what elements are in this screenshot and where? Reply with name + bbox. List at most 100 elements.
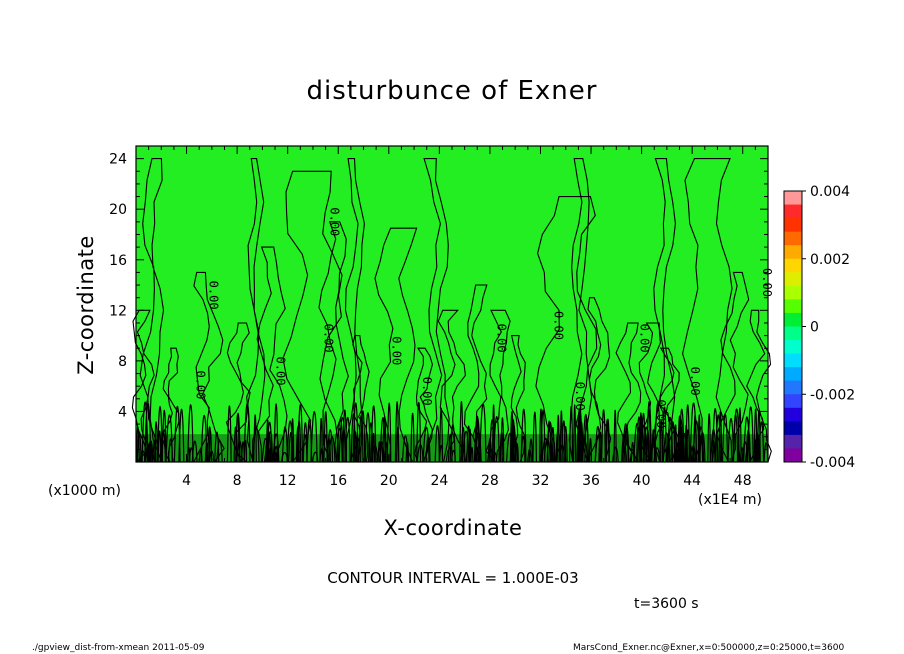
x-tick-label: 24 xyxy=(430,473,448,489)
contour-line xyxy=(286,420,294,463)
contour-line xyxy=(410,412,415,463)
contour-line xyxy=(493,416,500,463)
colorbar-label: -0.004 xyxy=(810,455,855,471)
contour-line xyxy=(556,414,560,463)
contour-line xyxy=(377,441,384,463)
contour-line xyxy=(311,451,319,463)
contour-line xyxy=(475,415,479,463)
contour-line xyxy=(439,407,444,463)
contour-line xyxy=(136,431,142,463)
contour-line xyxy=(514,443,519,463)
y-tick-label: 24 xyxy=(109,152,127,168)
contour-line xyxy=(297,404,303,463)
contour-line xyxy=(368,422,374,463)
contour-line xyxy=(342,409,347,463)
contour-line xyxy=(226,405,232,463)
contour-line xyxy=(336,427,343,463)
contour-line xyxy=(318,221,349,463)
contour-interval-text: CONTOUR INTERVAL = 1.000E-03 xyxy=(327,569,579,587)
contour-line xyxy=(386,402,392,463)
contour-line xyxy=(139,158,165,463)
contour-line xyxy=(581,440,588,463)
contour-line xyxy=(613,409,617,463)
contour-line xyxy=(438,444,444,463)
footer-right: MarsCond_Exner.nc@Exner,x=0:500000,z=0:2… xyxy=(573,643,845,653)
x-tick-label: 4 xyxy=(182,473,191,489)
contour-line xyxy=(382,416,387,463)
contour-line xyxy=(520,408,527,463)
contour-line xyxy=(344,158,365,463)
x-tick-label: 8 xyxy=(233,473,242,489)
contour-label: 0.00 xyxy=(390,336,404,365)
contour-label: 0.00 xyxy=(194,370,208,399)
contour-label: 0.00 xyxy=(495,324,509,353)
contour-line xyxy=(576,408,583,463)
contour-line xyxy=(535,196,598,463)
contour-line xyxy=(204,442,209,463)
contour-line xyxy=(623,425,630,463)
colorbar-segment xyxy=(784,421,802,436)
contour-line xyxy=(661,406,667,463)
contour-line xyxy=(200,414,208,463)
contour-line xyxy=(721,413,729,463)
contour-line xyxy=(141,401,149,463)
contour-line xyxy=(425,436,431,463)
x-tick-label: 44 xyxy=(683,473,701,489)
colorbar-segment xyxy=(784,258,802,273)
contour-line xyxy=(187,404,194,463)
contour-line xyxy=(144,402,152,463)
contour-line xyxy=(546,420,552,463)
footer-left: ./gpview_dist-from-xmean 2011-05-09 xyxy=(32,643,205,653)
colorbar-segment xyxy=(784,272,802,287)
x-tick-label: 16 xyxy=(329,473,347,489)
colorbar-segment xyxy=(784,191,802,206)
contour-line xyxy=(447,433,453,463)
colorbar-segment xyxy=(784,340,802,355)
x-unit-note-right: (x1E4 m) xyxy=(698,492,762,508)
y-tick-label: 8 xyxy=(118,354,127,370)
colorbar-label: 0.004 xyxy=(810,184,850,200)
contour-line xyxy=(549,443,554,463)
contour-line xyxy=(636,416,642,463)
contour-line xyxy=(462,430,470,463)
contour-line xyxy=(208,430,212,463)
contour-line xyxy=(650,437,657,463)
contour-line xyxy=(216,440,223,463)
contour-line xyxy=(379,417,386,463)
colorbar: 0.004 0.002 0 -0.002 -0.004 xyxy=(783,184,855,471)
contour-line xyxy=(685,404,690,463)
contour-line xyxy=(416,402,422,463)
contour-label: 0.00 xyxy=(328,207,342,236)
contour-line xyxy=(598,431,603,463)
x-axis-label: X-coordinate xyxy=(383,516,523,540)
contour-line xyxy=(563,426,568,463)
colorbar-segment xyxy=(784,353,802,368)
y-tick-label: 12 xyxy=(109,303,127,319)
contour-line xyxy=(434,425,440,463)
contour-line xyxy=(273,403,279,463)
contour-label: 0.00 xyxy=(206,281,220,310)
contour-line xyxy=(715,414,721,463)
x-tick-label: 48 xyxy=(734,473,752,489)
contour-label: 0.00 xyxy=(637,324,651,353)
contour-line xyxy=(677,415,682,463)
contour-line xyxy=(152,440,157,463)
contour-line xyxy=(319,418,323,463)
contour-line xyxy=(131,309,156,463)
contour-line xyxy=(601,409,606,463)
y-tick-label: 4 xyxy=(118,404,127,420)
contour-line xyxy=(485,309,511,463)
contour-line xyxy=(716,271,750,463)
contour-line xyxy=(582,413,589,463)
contour-line xyxy=(727,418,735,463)
contour-line xyxy=(659,419,663,463)
contour-line xyxy=(489,419,495,463)
contour-line xyxy=(360,410,366,463)
contour-line xyxy=(423,158,450,463)
contour-line xyxy=(266,421,273,463)
contour-line xyxy=(416,444,424,463)
contour-line xyxy=(191,440,198,463)
contour-line xyxy=(585,297,612,463)
